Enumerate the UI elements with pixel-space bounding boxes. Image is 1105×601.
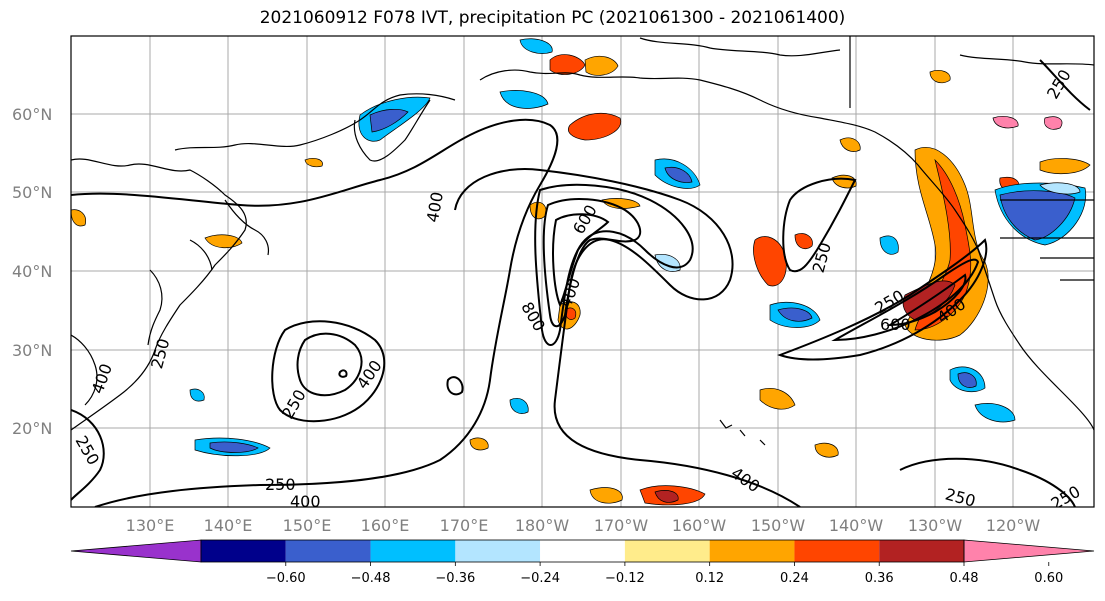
- contour-label: 250: [1043, 66, 1075, 102]
- contour-label: 250: [265, 475, 296, 494]
- lat-label: 50°N: [12, 183, 52, 202]
- lat-label: 30°N: [12, 341, 52, 360]
- precipitation-shading: [71, 38, 1091, 506]
- contour-label: 400: [88, 361, 116, 396]
- colorbar-segment: [794, 540, 880, 562]
- lon-label: 160°W: [672, 516, 727, 535]
- colorbar-segment: [285, 540, 371, 562]
- colorbar-segment: [879, 540, 964, 562]
- colorbar-segment: [370, 540, 456, 562]
- lat-label: 60°N: [12, 105, 52, 124]
- colorbar-tick-label: 0.24: [780, 571, 809, 586]
- lon-label: 140°E: [204, 516, 253, 535]
- contour-label: 600: [880, 315, 911, 334]
- colorbar-tick-label: 0.60: [1034, 571, 1063, 586]
- lon-label: 140°W: [829, 516, 884, 535]
- coastlines: [71, 36, 1094, 446]
- lon-label: 160°E: [361, 516, 410, 535]
- colorbar-tick-label: 0.48: [950, 571, 979, 586]
- colorbar-frame: [200, 539, 965, 563]
- colorbar-tick-label: −0.36: [435, 571, 475, 586]
- colorbar-segment: [624, 540, 710, 562]
- lon-label: 150°W: [751, 516, 806, 535]
- ivt-contours: [71, 59, 1091, 507]
- colorbar-tick-label: −0.12: [605, 571, 645, 586]
- lon-label: 150°E: [283, 516, 332, 535]
- contour-label: 400: [353, 357, 386, 393]
- contour-label: 400: [290, 492, 321, 511]
- lon-label: 180°W: [515, 516, 570, 535]
- colorbar-tick-label: 0.36: [865, 571, 894, 586]
- contour-label: 800: [517, 299, 549, 335]
- gridlines: [71, 36, 1094, 507]
- contour-label: 250: [809, 240, 835, 274]
- colorbar-segment: [455, 540, 541, 562]
- lon-label: 170°W: [594, 516, 649, 535]
- colorbar-tick-label: −0.24: [520, 571, 560, 586]
- colorbar-tick-label: −0.60: [266, 571, 306, 586]
- contour-label: 250: [71, 432, 103, 468]
- colorbar-segment: [540, 540, 625, 562]
- lon-label: 170°E: [440, 516, 489, 535]
- contour-label: 400: [423, 190, 447, 223]
- lat-label: 40°N: [12, 262, 52, 281]
- colorbar-tick-label: −0.48: [351, 571, 391, 586]
- colorbar: −0.60 −0.48 −0.36 −0.24 −0.12 0.12 0.24 0.36 0.4…: [70, 539, 1095, 586]
- latitude-labels: 60°N 50°N 40°N 30°N 20°N: [12, 105, 52, 438]
- lon-label: 130°W: [908, 516, 963, 535]
- map-title: 2021060912 F078 IVT, precipitation PC (2…: [259, 8, 846, 28]
- colorbar-extend-high: [963, 539, 1095, 563]
- contour-label: 400: [556, 275, 584, 310]
- contour-label: 250: [943, 484, 977, 510]
- contour-label: 250: [278, 386, 310, 422]
- colorbar-segment: [201, 540, 286, 562]
- contour-label: 250: [1048, 482, 1084, 514]
- colorbar-tick-label: 0.12: [695, 571, 724, 586]
- lat-label: 20°N: [12, 419, 52, 438]
- colorbar-segment: [709, 540, 795, 562]
- colorbar-extend-low: [70, 539, 202, 563]
- contour-label: 250: [147, 336, 173, 370]
- lon-label: 130°E: [126, 516, 175, 535]
- contour-label: 400: [728, 463, 764, 496]
- longitude-labels: 130°E 140°E 150°E 160°E 170°E 180°W 170°…: [126, 516, 1041, 535]
- lon-label: 120°W: [986, 516, 1041, 535]
- map-frame: [70, 35, 1095, 508]
